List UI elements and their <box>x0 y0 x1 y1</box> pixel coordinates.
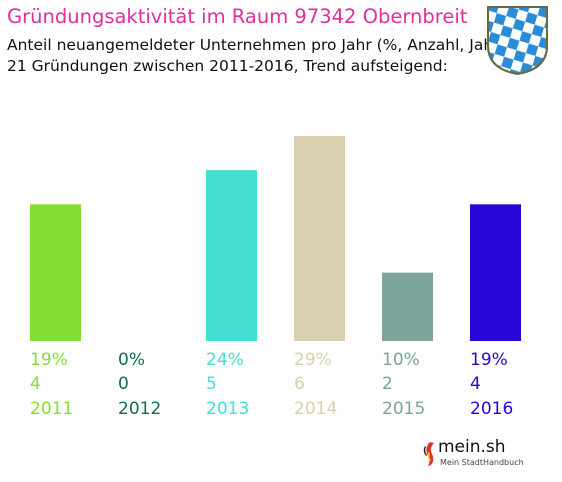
bar-2015 <box>382 272 433 341</box>
brand-logo <box>416 432 526 472</box>
count-label-2012: 0 <box>118 374 129 394</box>
percent-label-2011: 19% <box>30 350 68 370</box>
percent-label-2013: 24% <box>206 350 244 370</box>
count-label-2011: 4 <box>30 374 41 394</box>
count-label-2015: 2 <box>382 374 393 394</box>
bar-2016 <box>470 204 521 341</box>
year-label-2016: 2016 <box>470 399 513 419</box>
count-label-2013: 5 <box>206 374 217 394</box>
year-label-2011: 2011 <box>30 399 73 419</box>
brand-name: mein.sh <box>438 437 506 457</box>
chart-title: Gründungsaktivität im Raum 97342 Obernbr… <box>7 5 468 28</box>
bar-2014 <box>294 136 345 341</box>
year-label-2012: 2012 <box>118 399 161 419</box>
year-label-2014: 2014 <box>294 399 337 419</box>
year-label-2015: 2015 <box>382 399 425 419</box>
percent-label-2014: 29% <box>294 350 332 370</box>
bar-2011 <box>30 204 81 341</box>
year-label-2013: 2013 <box>206 399 249 419</box>
count-label-2014: 6 <box>294 374 305 394</box>
percent-label-2012: 0% <box>118 350 145 370</box>
percent-label-2016: 19% <box>470 350 508 370</box>
percent-label-2015: 10% <box>382 350 420 370</box>
chart-summary: 21 Gründungen zwischen 2011-2016, Trend … <box>7 57 448 75</box>
count-label-2016: 4 <box>470 374 481 394</box>
chart-subtitle: Anteil neuangemeldeter Unternehmen pro J… <box>7 36 506 54</box>
bar-2013 <box>206 170 257 341</box>
bavarian-crest-icon <box>487 6 548 75</box>
brand-tagline: Mein StadtHandbuch <box>440 458 524 467</box>
